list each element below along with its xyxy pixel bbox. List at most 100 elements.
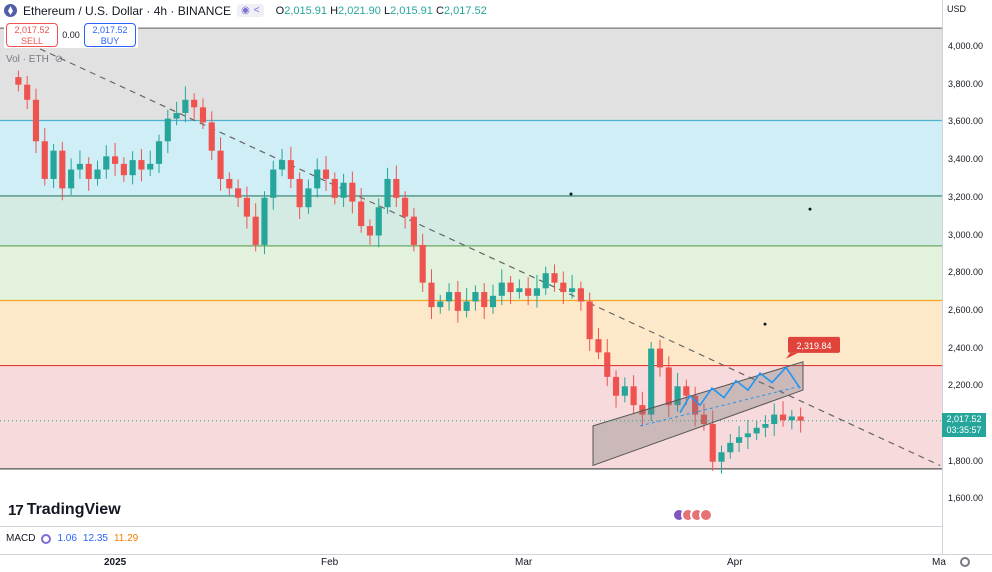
projection-path[interactable] bbox=[679, 366, 801, 414]
candle-body[interactable] bbox=[507, 282, 514, 293]
candle-body[interactable] bbox=[665, 367, 672, 406]
price-annotation-box[interactable] bbox=[788, 336, 840, 353]
share-icon[interactable]: < bbox=[253, 5, 260, 16]
candle-body[interactable] bbox=[173, 112, 180, 119]
candle-body[interactable] bbox=[24, 84, 31, 100]
symbol-title[interactable]: Ethereum / U.S. Dollar · 4h · BINANCE bbox=[23, 3, 232, 18]
candle-body[interactable] bbox=[560, 282, 567, 293]
candle-body[interactable] bbox=[656, 348, 664, 368]
candle-body[interactable] bbox=[103, 156, 110, 170]
indicator-tools[interactable]: ◉ < bbox=[237, 4, 264, 17]
candle-body[interactable] bbox=[639, 405, 646, 415]
buy-button[interactable]: 2,017.52 BUY bbox=[84, 23, 136, 47]
candle-body[interactable] bbox=[489, 295, 497, 308]
candle-body[interactable] bbox=[419, 244, 426, 283]
candle-body[interactable] bbox=[753, 427, 760, 434]
candle-body[interactable] bbox=[147, 163, 154, 170]
candle-body[interactable] bbox=[32, 99, 40, 142]
candle-body[interactable] bbox=[235, 188, 242, 198]
candle-body[interactable] bbox=[454, 292, 461, 311]
candle-body[interactable] bbox=[322, 169, 330, 179]
gear-icon[interactable] bbox=[960, 557, 970, 567]
candle-body[interactable] bbox=[129, 160, 136, 176]
candle-body[interactable] bbox=[683, 386, 690, 396]
candle-body[interactable] bbox=[15, 77, 22, 85]
candle-body[interactable] bbox=[727, 442, 734, 453]
candle-body[interactable] bbox=[771, 414, 778, 424]
candle-body[interactable] bbox=[551, 273, 558, 283]
candle-body[interactable] bbox=[287, 160, 294, 179]
candle-body[interactable] bbox=[199, 107, 207, 123]
currency-selector[interactable]: USD bbox=[947, 4, 967, 14]
candle-body[interactable] bbox=[278, 160, 286, 170]
candle-body[interactable] bbox=[340, 182, 347, 198]
candle-body[interactable] bbox=[788, 416, 795, 421]
macd-pane[interactable]: MACD 1.06 12.35 11.29 bbox=[0, 526, 942, 555]
candle-body[interactable] bbox=[76, 163, 83, 170]
candle-body[interactable] bbox=[305, 188, 312, 208]
time-axis[interactable]: 2025 Feb Mar Apr Ma bbox=[0, 554, 992, 572]
candle-body[interactable] bbox=[85, 163, 92, 179]
candle-body[interactable] bbox=[736, 437, 743, 443]
candle-body[interactable] bbox=[164, 118, 171, 142]
candle-body[interactable] bbox=[595, 339, 602, 353]
candle-body[interactable] bbox=[692, 395, 699, 415]
candle-body[interactable] bbox=[533, 288, 541, 296]
candle-body[interactable] bbox=[349, 182, 356, 202]
candle-body[interactable] bbox=[191, 99, 198, 108]
candle-body[interactable] bbox=[525, 288, 532, 296]
indicator-settings-icon[interactable] bbox=[41, 533, 52, 544]
tradingview-logo[interactable]: 17 TradingView bbox=[8, 501, 121, 519]
candle-body[interactable] bbox=[577, 288, 584, 302]
candle-body[interactable] bbox=[270, 169, 277, 198]
candle-body[interactable] bbox=[445, 292, 453, 302]
candle-body[interactable] bbox=[437, 301, 444, 308]
candle-body[interactable] bbox=[155, 141, 163, 164]
sell-button[interactable]: 2,017.52 SELL bbox=[6, 23, 58, 47]
candle-body[interactable] bbox=[217, 150, 224, 179]
candle-body[interactable] bbox=[709, 424, 716, 462]
candle-body[interactable] bbox=[542, 273, 549, 289]
candle-body[interactable] bbox=[358, 201, 365, 227]
candle-body[interactable] bbox=[463, 301, 470, 311]
candle-body[interactable] bbox=[481, 292, 488, 308]
candle-body[interactable] bbox=[621, 386, 628, 396]
candle-body[interactable] bbox=[68, 169, 75, 189]
eye-icon[interactable]: ◉ bbox=[241, 5, 250, 16]
macd-label[interactable]: MACD bbox=[6, 533, 36, 544]
candle-body[interactable] bbox=[472, 292, 479, 302]
price-axis[interactable]: USD 4,000.00 3,800.00 3,600.00 3,400.00 3,20… bbox=[942, 0, 992, 555]
candle-body[interactable] bbox=[612, 376, 620, 396]
candle-body[interactable] bbox=[700, 414, 708, 424]
candle-body[interactable] bbox=[41, 141, 48, 179]
event-markers[interactable] bbox=[672, 508, 713, 522]
candle-body[interactable] bbox=[252, 216, 259, 245]
candle-body[interactable] bbox=[375, 207, 382, 236]
candle-body[interactable] bbox=[59, 150, 66, 189]
candle-body[interactable] bbox=[744, 433, 751, 438]
candle-body[interactable] bbox=[331, 178, 338, 198]
candle-body[interactable] bbox=[111, 156, 119, 164]
candle-body[interactable] bbox=[410, 216, 417, 245]
candle-body[interactable] bbox=[718, 452, 725, 462]
candle-body[interactable] bbox=[296, 178, 303, 208]
candle-body[interactable] bbox=[402, 197, 409, 217]
candle-body[interactable] bbox=[648, 348, 655, 415]
candle-body[interactable] bbox=[569, 288, 576, 293]
candle-body[interactable] bbox=[314, 169, 321, 189]
candle-body[interactable] bbox=[243, 197, 250, 217]
candle-body[interactable] bbox=[94, 169, 101, 179]
candle-body[interactable] bbox=[182, 99, 189, 113]
candle-body[interactable] bbox=[797, 416, 804, 421]
candle-body[interactable] bbox=[498, 282, 505, 296]
us-flag-icon[interactable] bbox=[699, 508, 713, 522]
candle-body[interactable] bbox=[366, 226, 374, 236]
volume-legend[interactable]: Vol · ETH ⊘ bbox=[6, 54, 63, 65]
trendline-dashed[interactable] bbox=[39, 48, 941, 467]
candle-body[interactable] bbox=[120, 163, 127, 176]
candle-body[interactable] bbox=[428, 282, 435, 308]
candle-body[interactable] bbox=[604, 352, 611, 377]
candle-body[interactable] bbox=[50, 150, 57, 179]
price-chart[interactable]: 2,319.84 bbox=[0, 0, 942, 525]
candle-body[interactable] bbox=[779, 414, 787, 421]
